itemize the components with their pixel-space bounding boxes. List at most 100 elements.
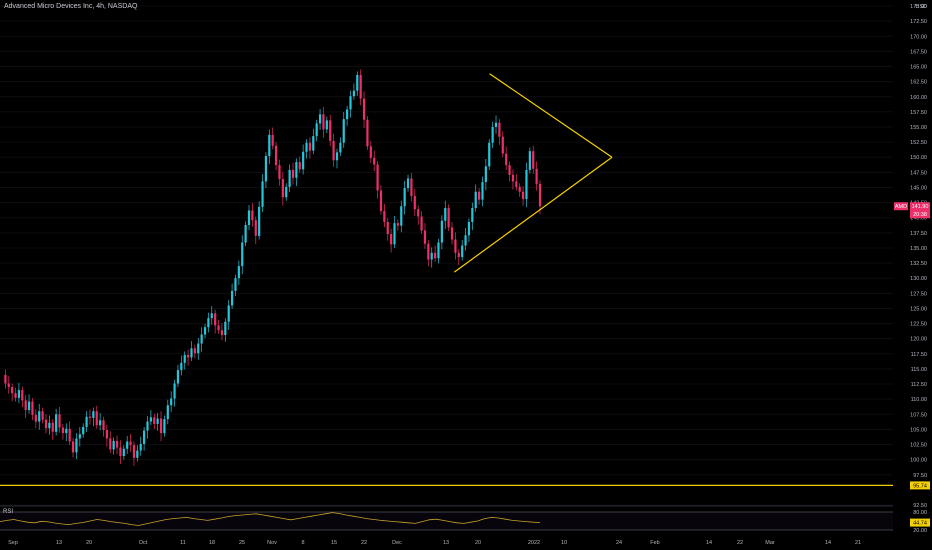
candle-body	[180, 362, 183, 371]
candle-body	[85, 416, 88, 427]
time-tick: Sep	[8, 540, 18, 546]
candle-body	[193, 348, 196, 354]
price-axis[interactable]: 175.00 172.50 170.00 167.50 165.00 162.50 160.…	[894, 4, 930, 509]
time-axis[interactable]: Sep 13 20 Oct 11 18 25 Nov 8 15 22 Dec 13 20 2022 10 24 F…	[8, 540, 861, 546]
candle-body	[11, 387, 14, 394]
candle-body	[51, 422, 54, 432]
candle-body	[149, 417, 152, 422]
candle-body	[396, 223, 399, 226]
candle-body	[119, 447, 122, 457]
hline-price-label: 95.74	[913, 483, 927, 489]
candle-body	[369, 146, 372, 158]
candle-body	[447, 208, 450, 228]
candle-body	[400, 206, 403, 226]
candle-body	[207, 318, 210, 328]
candle-body	[170, 398, 173, 406]
candle-body	[423, 230, 427, 244]
candle-body	[332, 140, 335, 161]
candle-body	[92, 411, 95, 418]
candle-body	[7, 383, 10, 388]
candle-body	[254, 220, 257, 236]
candle-body	[308, 142, 312, 151]
candle-body	[521, 191, 525, 199]
price-tick: 160.00	[910, 95, 927, 101]
time-tick: 11	[180, 540, 186, 546]
candle-body	[190, 348, 193, 358]
candle-body	[477, 191, 481, 200]
candle-body	[264, 156, 268, 182]
price-tick: 152.50	[910, 140, 927, 146]
rsi-level-tick: 20.00	[913, 528, 927, 534]
candle-body	[112, 440, 115, 450]
candle-body	[322, 114, 325, 130]
candle-body	[17, 390, 21, 398]
candle-body	[214, 313, 217, 326]
candle-body	[48, 422, 51, 429]
rsi-level-tick: 80.00	[913, 510, 927, 516]
candle-body	[362, 98, 366, 120]
price-tick: 137.50	[910, 231, 927, 237]
last-price-label: 141.90	[912, 204, 929, 210]
currency-label: USD	[915, 4, 927, 10]
candle-body	[329, 120, 332, 141]
rsi-value-label: 44.74	[913, 521, 927, 527]
candle-body	[258, 206, 261, 236]
candle-body	[71, 441, 75, 453]
candle-body	[143, 430, 146, 444]
candle-body	[420, 216, 423, 231]
grid	[0, 5, 893, 506]
candle-body	[126, 441, 129, 449]
chart-title: Advanced Micro Devices Inc, 4h, NASDAQ	[4, 3, 138, 10]
time-tick: 14	[706, 540, 712, 546]
time-tick: 22	[737, 540, 743, 546]
price-tick: 102.50	[910, 443, 927, 449]
candle-body	[203, 327, 207, 335]
price-tick: 145.00	[910, 185, 927, 191]
price-tick: 132.50	[910, 261, 927, 267]
candle-body	[44, 419, 48, 429]
candle-body	[27, 401, 31, 411]
candle-body	[291, 169, 295, 178]
candle-body	[406, 178, 410, 189]
price-tick: 157.50	[910, 110, 927, 116]
price-tick: 135.00	[910, 246, 927, 252]
candle-body	[75, 438, 78, 453]
candle-body	[315, 123, 318, 137]
price-tick: 110.00	[911, 397, 927, 403]
price-tick: 120.00	[910, 337, 927, 343]
candle-body	[488, 142, 491, 167]
time-tick: 25	[239, 540, 245, 546]
candle-body	[217, 325, 220, 331]
candle-body	[132, 445, 136, 458]
candle-body	[366, 119, 369, 147]
candle-body	[481, 182, 484, 200]
price-tick: 170.00	[910, 34, 927, 40]
time-tick: 10	[561, 540, 567, 546]
candle-body	[511, 174, 515, 182]
candle-body	[220, 330, 224, 336]
candle-body	[21, 390, 24, 401]
candle-body	[274, 145, 278, 166]
price-tick: 125.00	[910, 306, 927, 312]
candle-body	[278, 165, 281, 180]
candle-body	[55, 414, 58, 432]
time-tick: 14	[825, 540, 831, 546]
price-tick: 130.00	[910, 276, 927, 282]
candle-body	[247, 210, 251, 225]
candle-body	[525, 169, 528, 199]
time-tick: 15	[331, 540, 337, 546]
time-tick: 24	[616, 540, 622, 546]
candle-body	[444, 208, 447, 221]
candle-body	[41, 411, 44, 420]
candle-body	[484, 166, 487, 183]
candle-body	[454, 239, 457, 253]
trendline-upper	[489, 73, 613, 158]
time-tick: Mar	[765, 540, 775, 546]
price-tick: 122.50	[910, 322, 927, 328]
price-tick: 97.50	[913, 473, 927, 479]
price-tick: 100.00	[910, 458, 927, 464]
price-tick: 92.50	[913, 503, 927, 509]
candle-body	[197, 343, 200, 354]
